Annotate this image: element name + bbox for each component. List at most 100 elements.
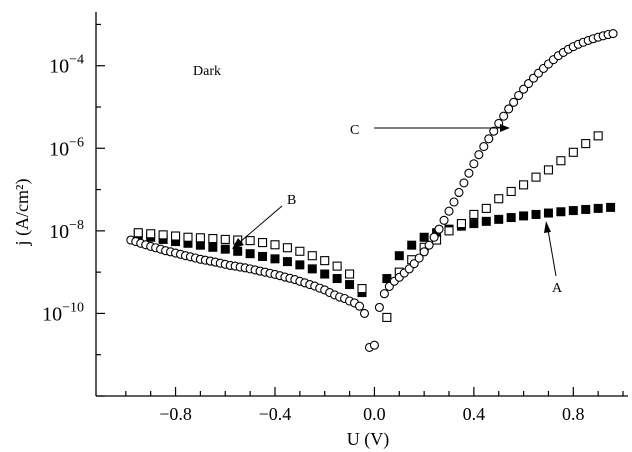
data-point-b [307,251,317,261]
data-point-a [345,280,355,290]
data-point-c [499,111,509,121]
data-point-b [382,312,392,322]
data-point-b [506,186,516,197]
data-point-c [519,84,529,94]
data-point-b [195,233,205,243]
data-point-c [354,301,365,311]
data-point-a [307,264,317,274]
data-point-b [494,194,504,204]
data-point-b [456,219,466,229]
data-point-c [484,134,494,144]
series-b [133,131,603,322]
data-point-a [481,216,491,226]
data-point-b [133,228,143,238]
data-point-b [593,131,603,141]
data-point-a [556,207,566,217]
data-point-a [581,204,591,214]
y-tick-label: 10−8 [49,218,84,243]
data-point-a [270,254,280,264]
data-point-b [481,203,491,213]
data-point-a [606,202,616,212]
x-tick-label: −0.4 [259,404,292,424]
y-tick-label: 10−4 [49,53,84,78]
data-point-a [531,209,541,219]
data-point-a [419,232,429,242]
data-point-a [568,206,578,216]
data-point-b [282,243,292,253]
data-point-c [454,187,464,198]
data-point-a [320,269,330,279]
data-point-c [439,215,449,225]
data-point-a [295,260,305,270]
data-point-b [171,231,181,241]
y-tick-label: 10−10 [42,300,84,325]
data-point-b [556,156,566,166]
data-point-b [245,236,255,246]
data-point-a [195,240,205,250]
series-c [126,29,618,352]
data-point-c [444,206,454,216]
data-point-b [183,232,193,242]
data-point-c [514,90,524,101]
data-point-b [581,139,591,149]
series-a [133,202,616,298]
data-point-b [220,234,230,244]
data-point-b [158,230,168,240]
data-point-b [295,246,305,256]
data-point-a [382,274,392,284]
data-point-b [146,229,156,239]
data-point-c [409,259,419,269]
data-point-c [424,240,434,250]
data-point-b [469,209,479,219]
data-point-b [345,269,355,279]
data-point-b [208,234,218,244]
data-point-a [258,251,268,261]
data-point-c [469,159,479,169]
data-point-c [369,340,379,350]
data-point-c [504,104,514,114]
series-label-a: A [552,281,563,296]
data-point-b [320,256,330,266]
data-point-c [449,197,459,207]
x-axis-label: U (V) [347,429,390,450]
data-point-a [332,274,342,284]
arrow-a-head [544,221,551,233]
data-point-a [233,246,243,256]
data-point-a [494,214,504,224]
data-point-a [506,213,516,223]
x-tick-label: 0.4 [463,404,486,424]
data-point-c [489,126,499,136]
series-label-b: B [287,193,296,208]
data-point-b [332,261,342,271]
data-point-a [407,240,417,250]
x-tick-label: −0.8 [159,404,192,424]
data-point-c [459,178,469,188]
data-point-c [374,302,384,312]
data-point-c [359,308,370,318]
data-point-a [543,208,553,218]
arrow-b-head [232,238,244,249]
data-point-b [519,180,529,190]
data-point-c [379,289,389,299]
data-point-c [464,168,474,178]
data-point-c [474,150,484,160]
arrow-b-line [239,205,283,243]
data-point-b [444,226,454,236]
x-tick-label: 0.8 [562,404,585,424]
data-point-b [270,240,280,250]
arrow-a-line [547,229,557,277]
data-point-a [469,219,479,229]
y-axis-label: j (A/cm²) [12,179,33,247]
data-point-b [258,238,268,248]
data-point-c [429,232,439,242]
data-point-c [608,29,618,39]
series-label-c: C [350,123,359,138]
data-point-b [568,147,578,157]
data-point-a [282,257,292,267]
data-point-a [208,242,218,252]
data-point-b [357,284,367,294]
data-point-c [419,247,429,257]
data-point-a [394,251,404,261]
annotation-dark: Dark [193,64,221,79]
